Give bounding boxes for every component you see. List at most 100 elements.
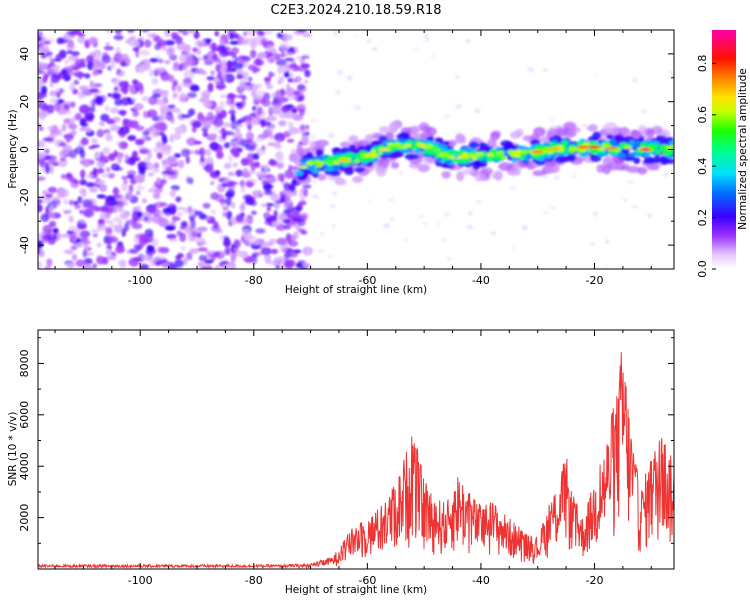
- heatmap-cell: [235, 169, 244, 177]
- heatmap-cell: [418, 214, 426, 218]
- heatmap-cell: [252, 251, 262, 256]
- heatmap-cell: [550, 118, 555, 122]
- heatmap-cell: [219, 39, 226, 44]
- heatmap-cell: [267, 142, 278, 147]
- heatmap-cell: [130, 97, 137, 102]
- heatmap-cell: [226, 60, 231, 70]
- heatmap-cell: [543, 211, 548, 215]
- heatmap-cell: [145, 163, 153, 168]
- heatmap-cell: [179, 54, 187, 63]
- heatmap-cell: [326, 161, 335, 165]
- heatmap-cell: [101, 173, 110, 178]
- heatmap-cell: [141, 30, 150, 33]
- heatmap-cell: [63, 209, 70, 215]
- heatmap-cell: [299, 192, 305, 201]
- heatmap-cell: [201, 261, 206, 268]
- heatmap-cell: [189, 219, 196, 227]
- heatmap-cell: [504, 141, 515, 150]
- heatmap-cell: [247, 76, 253, 83]
- heatmap-cell: [144, 216, 149, 221]
- heatmap-cell: [79, 104, 91, 114]
- heatmap-cell: [74, 204, 81, 210]
- heatmap-cell: [470, 155, 478, 159]
- heatmap-cell: [201, 71, 207, 76]
- heatmap-cell: [77, 90, 86, 99]
- heatmap-cell: [480, 167, 494, 176]
- heatmap-cell: [161, 262, 170, 268]
- heatmap-cell: [47, 126, 53, 130]
- heatmap-cell: [112, 116, 121, 123]
- heatmap-cell: [78, 85, 89, 91]
- heatmap-cell: [105, 105, 110, 112]
- heatmap-cell: [127, 135, 137, 141]
- heatmap-cell: [250, 240, 261, 245]
- heatmap-cell: [511, 246, 517, 250]
- heatmap-cell: [161, 174, 168, 179]
- heatmap-cell: [264, 80, 271, 86]
- heatmap-cell: [342, 161, 349, 167]
- heatmap-cell: [59, 88, 64, 94]
- heatmap-cell: [631, 205, 638, 208]
- heatmap-cell: [52, 227, 59, 234]
- heatmap-cell: [189, 84, 200, 92]
- heatmap-cell: [132, 110, 140, 117]
- heatmap-cell: [274, 256, 286, 262]
- x-tick-label: -40: [472, 574, 490, 587]
- heatmap-cell: [152, 168, 160, 173]
- heatmap-cell: [203, 61, 214, 66]
- heatmap-cell: [49, 129, 60, 137]
- heatmap-cell: [103, 46, 114, 51]
- heatmap-cell: [129, 85, 135, 94]
- heatmap-cell: [223, 142, 231, 149]
- heatmap-cell: [175, 216, 181, 221]
- heatmap-cell: [298, 214, 308, 221]
- heatmap-cell: [288, 164, 293, 172]
- heatmap-cell: [596, 164, 605, 173]
- heatmap-cell: [107, 200, 114, 205]
- heatmap-cell: [176, 230, 183, 236]
- heatmap-cell: [236, 73, 243, 80]
- heatmap-cell: [244, 197, 255, 205]
- heatmap-cell: [109, 236, 119, 243]
- heatmap-cell: [447, 256, 451, 261]
- heatmap-cell: [288, 126, 297, 135]
- heatmap-cell: [284, 169, 294, 179]
- heatmap-cell: [265, 260, 272, 265]
- heatmap-cell: [126, 190, 133, 199]
- heatmap-cell: [383, 223, 390, 228]
- heatmap-cell: [436, 222, 440, 227]
- heatmap-cell: [335, 90, 341, 95]
- heatmap-cell: [79, 209, 84, 214]
- heatmap-cell: [202, 131, 209, 138]
- heatmap-cell: [69, 82, 76, 92]
- heatmap-cell: [366, 153, 372, 157]
- heatmap-cell: [118, 53, 130, 62]
- heatmap-cell: [228, 109, 237, 115]
- heatmap-cell: [186, 92, 197, 99]
- heatmap-cell: [282, 218, 291, 224]
- heatmap-cell: [262, 183, 274, 190]
- heatmap-cell: [329, 170, 341, 177]
- heatmap-cell: [364, 134, 374, 142]
- heatmap-cell: [405, 140, 416, 145]
- heatmap-cell: [350, 106, 357, 109]
- heatmap-cell: [244, 144, 256, 151]
- heatmap-cell: [168, 104, 176, 109]
- heatmap-cell: [283, 183, 292, 191]
- heatmap-cell: [627, 161, 634, 164]
- heatmap-cell: [230, 254, 236, 264]
- heatmap-cell: [176, 212, 184, 217]
- heatmap-cell: [304, 79, 309, 84]
- heatmap-cell: [38, 203, 43, 213]
- heatmap-cell: [58, 49, 67, 59]
- heatmap-cell: [283, 71, 290, 78]
- heatmap-hotspot: [457, 155, 470, 159]
- heatmap-cell: [118, 195, 128, 204]
- heatmap-cell: [38, 91, 44, 101]
- heatmap-cell: [122, 119, 134, 129]
- heatmap-cell: [112, 187, 119, 196]
- heatmap-cell: [64, 59, 69, 65]
- heatmap-cell: [307, 250, 312, 255]
- colorbar-ticks: 0.0 0.2 0.4 0.6 0.8: [696, 55, 716, 278]
- heatmap-cell: [74, 112, 82, 121]
